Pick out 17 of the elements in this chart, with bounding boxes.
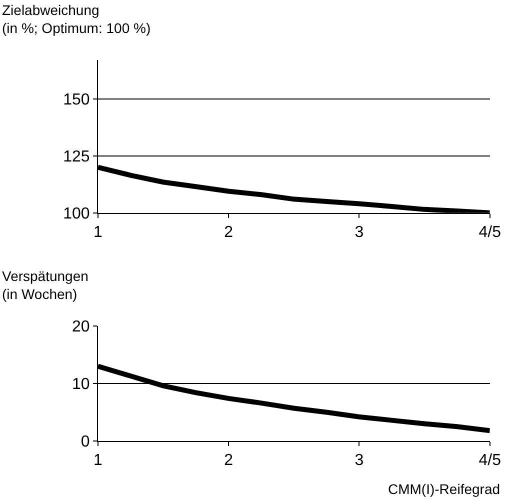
y-axis-title: Verspätungen (in Wochen): [2, 268, 88, 302]
y-axis-title: Zielabweichung (in %; Optimum: 100 %): [2, 2, 151, 36]
x-tick-label: 4/5: [478, 224, 502, 242]
x-tick-label: 4/5: [478, 452, 502, 470]
y-tick-label: 150: [63, 92, 90, 109]
x-tick-label: 1: [94, 224, 103, 242]
x-tick-label: 2: [224, 452, 234, 470]
y-tick-label: 100: [63, 205, 90, 222]
y-tick-label: 20: [72, 318, 90, 336]
x-tick-label: 3: [354, 452, 364, 470]
y-tick-label: 10: [72, 376, 90, 394]
x-tick-label: 3: [354, 224, 364, 242]
y-tick-label: 0: [80, 434, 90, 451]
x-axis-title: CMM(I)-Reifegrad: [388, 481, 500, 497]
x-tick-label: 2: [224, 224, 234, 242]
y-tick-label: 125: [63, 148, 90, 166]
x-tick-label: 1: [94, 452, 103, 470]
